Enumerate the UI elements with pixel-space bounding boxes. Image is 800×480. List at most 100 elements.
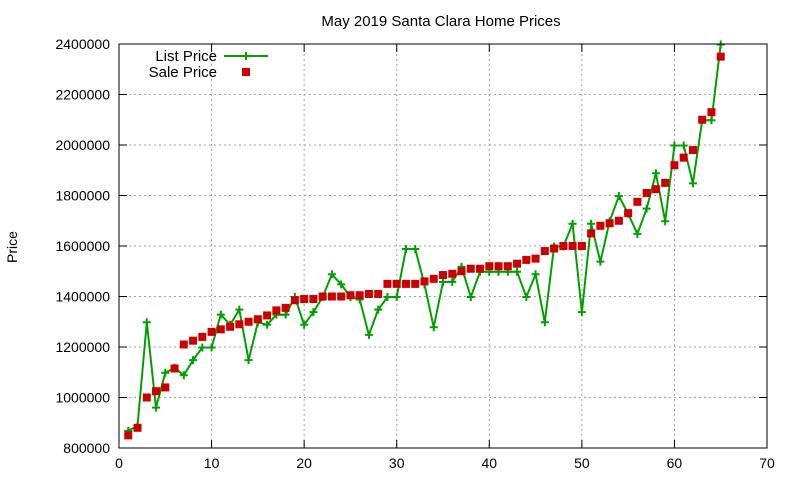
sale-price-point xyxy=(587,229,596,238)
list-price-point xyxy=(263,320,272,329)
list-price-point xyxy=(161,368,170,377)
list-price-point xyxy=(670,141,679,150)
list-price-point xyxy=(300,320,309,329)
sale-price-point xyxy=(485,262,494,271)
sale-price-point xyxy=(651,185,660,194)
sale-price-point xyxy=(383,279,392,288)
sale-price-point xyxy=(198,332,207,341)
sale-price-series xyxy=(124,52,725,440)
sale-price-point xyxy=(596,221,605,230)
sale-price-point xyxy=(716,52,725,61)
sale-price-point xyxy=(688,146,697,155)
list-price-point xyxy=(587,219,596,228)
x-tick-label: 50 xyxy=(574,455,590,471)
y-tick-label: 2400000 xyxy=(55,36,110,52)
y-axis-label: Price xyxy=(4,231,20,263)
sale-price-point xyxy=(253,315,262,324)
sale-price-point xyxy=(337,292,346,301)
sale-price-point xyxy=(263,311,272,320)
sale-price-point xyxy=(550,244,559,253)
sale-price-point xyxy=(494,262,503,271)
sale-price-point xyxy=(429,274,438,283)
sale-price-point xyxy=(503,262,512,271)
list-price-point xyxy=(244,356,253,365)
list-price-point xyxy=(513,267,522,276)
sale-price-point xyxy=(374,289,383,298)
legend: List Price Sale Price xyxy=(149,48,268,81)
sale-price-point xyxy=(142,393,151,402)
y-tick-label: 1000000 xyxy=(55,390,110,406)
list-price-point xyxy=(466,293,475,302)
list-price-point xyxy=(577,308,586,317)
sale-price-point xyxy=(318,292,327,301)
list-price-point xyxy=(568,219,577,228)
list-price-line xyxy=(127,44,722,432)
sale-price-point xyxy=(124,431,133,440)
sale-price-point xyxy=(531,254,540,263)
sale-price-point xyxy=(179,340,188,349)
legend-plus xyxy=(242,52,250,60)
sale-price-point xyxy=(170,364,179,373)
sale-price-point xyxy=(707,108,716,117)
y-tick-label: 2000000 xyxy=(55,137,110,153)
sale-price-point xyxy=(466,264,475,273)
list-price-point xyxy=(522,293,531,302)
list-price-point xyxy=(364,330,373,339)
sale-price-point xyxy=(346,291,355,300)
sale-price-point xyxy=(439,271,447,280)
sale-price-point xyxy=(216,325,225,334)
sale-price-point xyxy=(392,279,401,288)
sale-price-point xyxy=(355,291,364,300)
list-price-point xyxy=(337,280,346,289)
sale-price-point xyxy=(624,209,633,218)
sale-price-point xyxy=(457,267,466,276)
legend-label-list-price: List Price xyxy=(155,48,217,65)
sale-price-point xyxy=(679,153,688,162)
list-price-point xyxy=(707,116,716,125)
sale-price-point xyxy=(633,197,642,206)
sale-price-point xyxy=(577,242,586,250)
sale-price-point xyxy=(448,269,457,278)
list-price-point xyxy=(309,308,318,317)
y-tick-label: 1600000 xyxy=(55,238,110,254)
y-tick-label: 1200000 xyxy=(55,339,110,355)
x-tick-label: 30 xyxy=(389,455,405,471)
sale-price-point xyxy=(272,306,281,315)
list-price-point xyxy=(189,356,198,365)
list-price-point xyxy=(235,305,244,314)
axis-ticks: 800000 1000000 1200000 1400000 1600000 180000… xyxy=(55,36,775,471)
list-price-point xyxy=(327,270,336,279)
x-tick-label: 20 xyxy=(296,455,312,471)
sale-price-point xyxy=(605,219,614,228)
list-price-series xyxy=(124,40,725,435)
list-price-point xyxy=(411,245,420,254)
sale-price-point xyxy=(513,259,522,268)
sale-price-point xyxy=(364,289,373,298)
sale-price-point xyxy=(522,255,531,264)
list-price-point xyxy=(207,343,216,352)
list-price-point xyxy=(716,40,725,49)
legend-marker-list-price xyxy=(242,52,250,60)
sale-price-point xyxy=(698,115,707,124)
sale-price-point xyxy=(226,322,235,331)
sale-price-point xyxy=(161,383,170,392)
sale-price-point xyxy=(309,295,318,304)
sale-price-point xyxy=(281,303,290,312)
sale-price-point xyxy=(244,317,253,326)
sale-price-point xyxy=(300,295,309,304)
sale-price-point xyxy=(235,320,244,329)
list-price-point xyxy=(142,318,151,327)
list-price-point xyxy=(383,293,392,302)
sale-price-point xyxy=(661,178,670,187)
list-price-point xyxy=(540,318,549,327)
y-tick-label: 1800000 xyxy=(55,188,110,204)
sale-price-point xyxy=(670,161,679,170)
grid xyxy=(119,44,767,448)
sale-price-point xyxy=(207,327,216,336)
list-price-point xyxy=(281,310,290,319)
list-price-point xyxy=(531,270,540,279)
list-price-point xyxy=(216,310,225,319)
list-price-point xyxy=(392,293,401,302)
y-tick-label: 1400000 xyxy=(55,289,110,305)
